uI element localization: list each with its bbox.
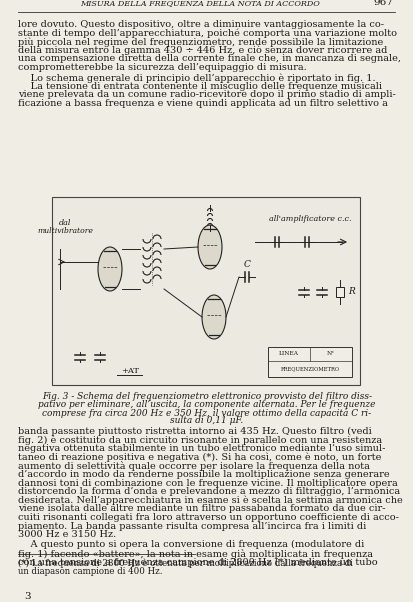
Text: fig. 2) è costituito da un circuito risonante in parallelo con una resistenza: fig. 2) è costituito da un circuito riso… <box>18 436 382 445</box>
Text: comprometterebbe la sicurezza dell’equipaggio di misura.: comprometterebbe la sicurezza dell’equip… <box>18 63 307 72</box>
Text: dannosi toni di combinazione con le frequenze vicine. Il moltiplicatore opera: dannosi toni di combinazione con le freq… <box>18 479 398 488</box>
Ellipse shape <box>98 247 122 291</box>
Text: ficazione a bassa frequenza e viene quindi applicata ad un filtro selettivo a: ficazione a bassa frequenza e viene quin… <box>18 99 388 108</box>
Text: viene isolata dalle altre mediante un filtro passabanda formato da due cir-: viene isolata dalle altre mediante un fi… <box>18 504 385 514</box>
Text: (*) La frequenza di 2800 Hz è ottenuta per moltiplicazione dalla frequenza di: (*) La frequenza di 2800 Hz è ottenuta p… <box>18 559 353 568</box>
Text: FREQUENZIOMETRO: FREQUENZIOMETRO <box>280 367 339 371</box>
Text: +AT: +AT <box>121 367 139 375</box>
Text: della misura entro la gamma 430 ÷ 446 Hz, e ciò senza dover ricorrere ad: della misura entro la gamma 430 ÷ 446 Hz… <box>18 46 387 55</box>
Text: LINEA: LINEA <box>279 351 299 356</box>
Text: R: R <box>348 288 355 297</box>
Bar <box>268 347 352 377</box>
Text: C: C <box>244 260 250 269</box>
Text: piamento. La banda passante risulta compresa all’incirca fra i limiti di: piamento. La banda passante risulta comp… <box>18 521 366 530</box>
Text: multivibratore: multivibratore <box>37 227 93 235</box>
Bar <box>52 197 360 385</box>
Text: cuiti risonanti collegati fra loro attraverso un opportuno coefficiente di acco-: cuiti risonanti collegati fra loro attra… <box>18 513 399 522</box>
Text: desiderata. Nell’apparecchiatura in esame si è scelta la settima armonica che: desiderata. Nell’apparecchiatura in esam… <box>18 496 403 505</box>
Text: con una tensione a frequenza campione di 2800 Hz (*) mediante un tubo: con una tensione a frequenza campione di… <box>18 557 377 566</box>
Text: all'amplificatore c.c.: all'amplificatore c.c. <box>269 215 351 223</box>
Text: viene prelevata da un comune radio-ricevitore dopo il primo stadio di ampli-: viene prelevata da un comune radio-ricev… <box>18 90 396 99</box>
Text: La tensione di entrata contenente il miscuglio delle frequenze musicali: La tensione di entrata contenente il mis… <box>18 82 382 91</box>
Text: stante di tempo dell’apparecchiatura, poiché comporta una variazione molto: stante di tempo dell’apparecchiatura, po… <box>18 29 397 38</box>
Text: lore dovuto. Questo dispositivo, oltre a diminuire vantaggiosamente la co-: lore dovuto. Questo dispositivo, oltre a… <box>18 20 384 29</box>
Text: distorcendo la forma d’onda e prelevandone a mezzo di filtraggio, l’armonica: distorcendo la forma d’onda e prelevando… <box>18 487 400 496</box>
Text: aumento di selettività quale occorre per isolare la frequenza della nota: aumento di selettività quale occorre per… <box>18 461 370 471</box>
Text: 3: 3 <box>25 592 31 601</box>
Text: 3000 Hz e 3150 Hz.: 3000 Hz e 3150 Hz. <box>18 530 116 539</box>
Text: negativa ottenuta stabilmente in un tubo elettronico mediante l’uso simul-: negativa ottenuta stabilmente in un tubo… <box>18 444 385 453</box>
Text: banda passante piuttosto ristretta intorno ai 435 Hz. Questo filtro (vedi: banda passante piuttosto ristretta intor… <box>18 427 372 436</box>
Text: N°: N° <box>327 351 335 356</box>
Text: Lo schema generale di principio dell’apparecchio è riportato in fig. 1.: Lo schema generale di principio dell’app… <box>18 73 376 82</box>
Ellipse shape <box>198 225 222 269</box>
Text: Fig. 3 - Schema del frequenziometro elettronico provvisto del filtro diss-: Fig. 3 - Schema del frequenziometro elet… <box>42 392 372 401</box>
Text: più piccola nel regime del frequenziometro, rende possibile la limitazione: più piccola nel regime del frequenziomet… <box>18 37 383 47</box>
Text: MISURA DELLA FREQUENZA DELLA NOTA DI ACCORDO: MISURA DELLA FREQUENZA DELLA NOTA DI ACC… <box>80 0 320 7</box>
Text: un diapason campione di 400 Hz.: un diapason campione di 400 Hz. <box>18 567 162 576</box>
Text: sulta di 0,11 μF.: sulta di 0,11 μF. <box>171 416 244 425</box>
Text: comprese fra circa 200 Hz e 350 Hz, il valore ottimo della capacità C ri-: comprese fra circa 200 Hz e 350 Hz, il v… <box>43 408 372 418</box>
Text: dal: dal <box>59 219 71 227</box>
Text: A questo punto si opera la conversione di frequenza (modulatore di: A questo punto si opera la conversione d… <box>18 541 364 550</box>
Text: una compensazione diretta della corrente finale che, in mancanza di segnale,: una compensazione diretta della corrente… <box>18 54 401 63</box>
Ellipse shape <box>202 295 226 339</box>
Text: taneo di reazione positiva e negativa (*). Si ha così, come è noto, un forte: taneo di reazione positiva e negativa (*… <box>18 453 381 462</box>
Text: fig. 1) facendo «battere», la nota in esame già moltiplicata in frequenza: fig. 1) facendo «battere», la nota in es… <box>18 549 373 559</box>
Text: d’accordo in modo da renderne possibile la moltiplicazione senza generare: d’accordo in modo da renderne possibile … <box>18 470 389 479</box>
Bar <box>336 287 344 297</box>
Text: 967: 967 <box>373 0 393 7</box>
Text: pativo per eliminare, all’uscita, la componente alternata. Per le frequenze: pativo per eliminare, all’uscita, la com… <box>38 400 376 409</box>
